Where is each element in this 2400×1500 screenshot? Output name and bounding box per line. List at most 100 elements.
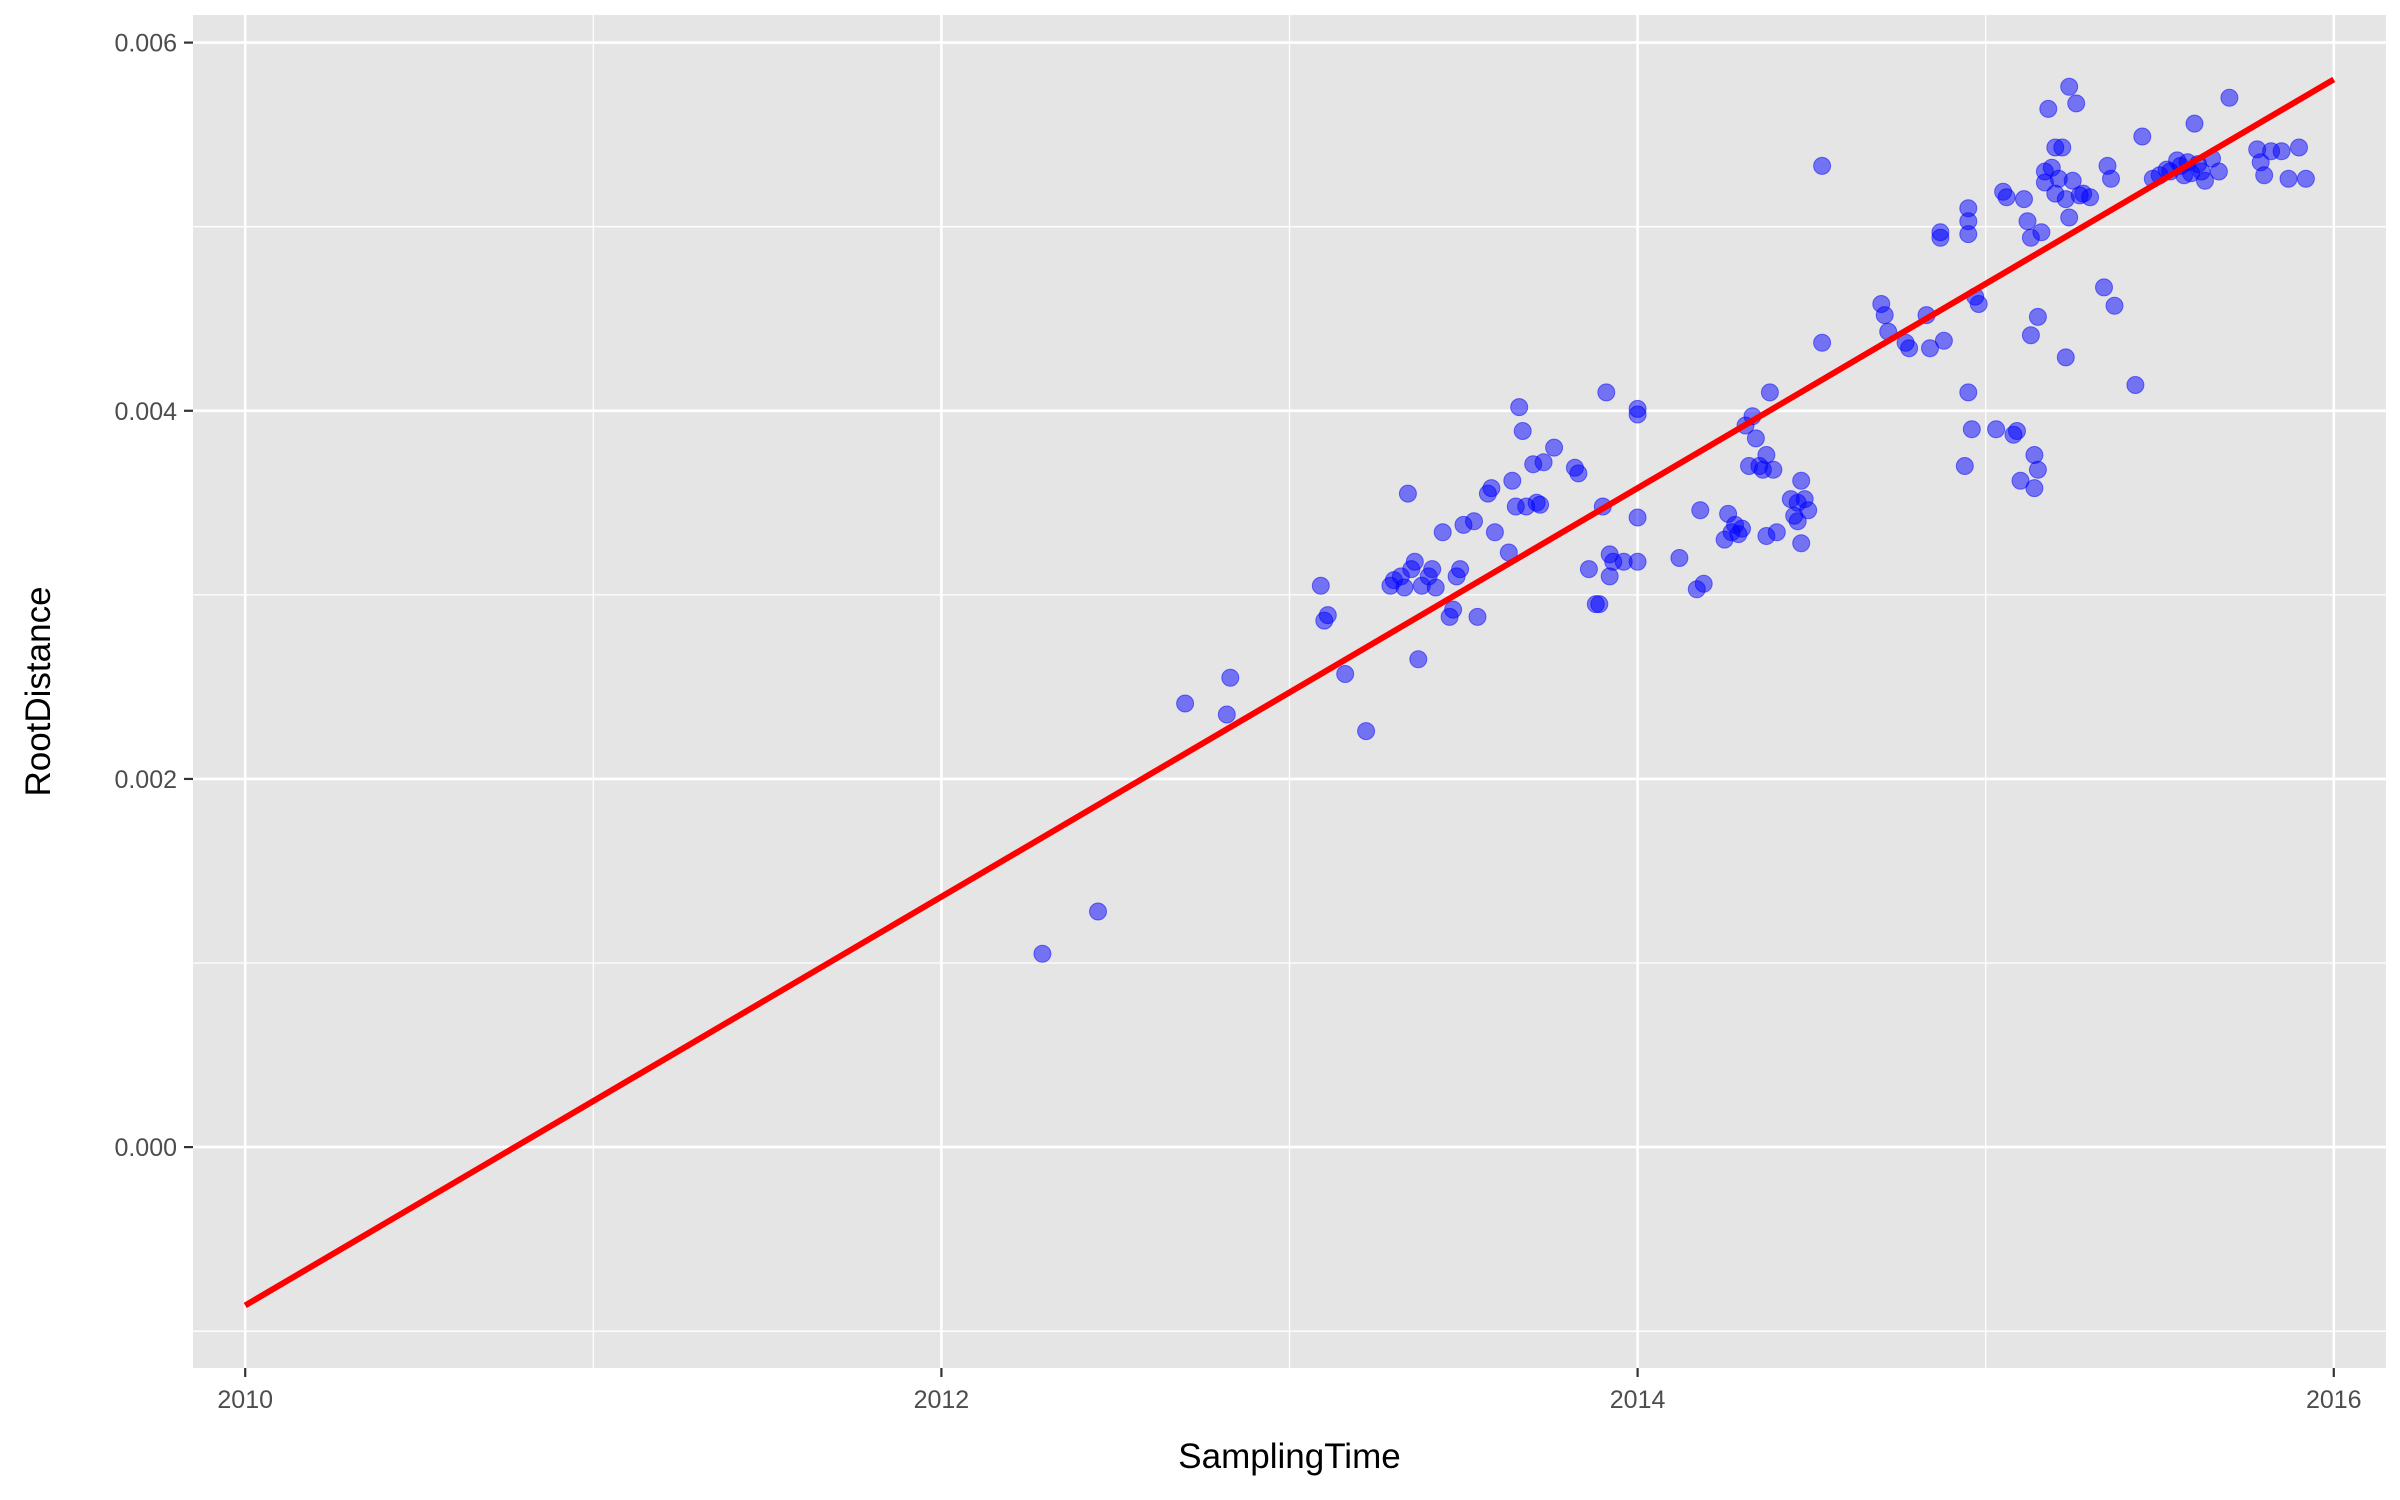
data-point [1792, 534, 1811, 553]
data-point [2008, 422, 2026, 440]
data-point [2028, 460, 2047, 479]
data-point [1221, 668, 1240, 687]
data-point [1217, 705, 1236, 724]
data-point [2185, 114, 2204, 133]
data-point [1628, 508, 1647, 527]
data-point [1513, 422, 1532, 440]
data-point [1799, 501, 1818, 520]
data-point [2025, 446, 2044, 464]
data-point [2063, 171, 2082, 190]
data-point [2133, 127, 2152, 146]
data-point [1033, 944, 1052, 963]
y-axis-ticks: 0.000 0.002 0.004 0.006 [114, 30, 193, 1162]
data-point [1318, 606, 1337, 625]
data-point [2011, 471, 2030, 490]
data-point [2296, 169, 2315, 188]
data-point [1757, 446, 1776, 464]
data-point [2220, 88, 2239, 107]
data-point [2032, 223, 2051, 242]
data-point [2095, 278, 2113, 297]
data-point [1336, 665, 1355, 683]
data-point [1962, 420, 1981, 439]
data-point [1746, 429, 1765, 448]
data-point [2060, 77, 2079, 96]
x-tick-label: 2014 [1610, 1386, 1666, 1414]
data-point [1531, 495, 1550, 514]
data-point [1089, 902, 1107, 921]
x-tick-label: 2012 [914, 1386, 970, 1414]
data-point [1694, 574, 1713, 593]
data-point [1409, 650, 1428, 669]
data-point [1545, 438, 1564, 457]
data-point [2102, 169, 2120, 188]
data-point [1423, 560, 1442, 579]
data-point [2126, 376, 2145, 394]
data-point [1628, 552, 1647, 571]
x-axis-title: SamplingTime [1178, 1437, 1400, 1476]
data-point [1451, 560, 1470, 579]
data-point [1579, 560, 1598, 579]
data-point [1426, 578, 1445, 597]
data-point [1764, 460, 1783, 479]
data-point [1875, 306, 1894, 325]
data-point [1485, 523, 1504, 542]
data-point [1767, 523, 1786, 542]
data-point [1987, 420, 2006, 439]
data-point [1395, 578, 1414, 597]
data-point [2067, 94, 2086, 113]
data-point [1597, 383, 1616, 402]
data-point [1955, 457, 1974, 475]
data-point [1921, 339, 1939, 358]
data-point [1433, 523, 1452, 542]
data-point [1628, 405, 1647, 424]
y-axis-title: RootDistance [19, 586, 58, 796]
data-point [1398, 484, 1417, 503]
data-point [1600, 567, 1619, 586]
data-point [1959, 225, 1978, 244]
data-point [1691, 501, 1710, 520]
data-point [1468, 607, 1487, 626]
data-point [1931, 228, 1950, 247]
data-point [1813, 156, 1832, 175]
data-point [1465, 512, 1483, 531]
data-point [2209, 162, 2228, 181]
data-point [1760, 383, 1779, 402]
data-point [1959, 383, 1978, 402]
data-point [1733, 519, 1751, 538]
data-point [2028, 307, 2047, 326]
x-axis-ticks: 2010 2012 2014 2016 [217, 1368, 2362, 1414]
data-point [1997, 188, 2016, 207]
data-point [1792, 471, 1811, 490]
data-point [1813, 333, 1832, 352]
major-gridlines [193, 15, 2386, 1368]
x-tick-label: 2016 [2306, 1386, 2362, 1414]
y-tick-label: 0.002 [114, 766, 177, 794]
data-point [1311, 576, 1330, 595]
data-point [2105, 296, 2124, 315]
data-point [1482, 479, 1501, 498]
data-point [1405, 552, 1424, 571]
data-point [1176, 694, 1195, 713]
data-point [2196, 171, 2214, 190]
data-point [2290, 138, 2308, 157]
data-point [2081, 188, 2100, 207]
data-point [1444, 600, 1463, 619]
data-point [1969, 295, 1988, 313]
data-point [2279, 169, 2298, 188]
y-tick-label: 0.004 [114, 398, 177, 426]
data-point [2015, 190, 2033, 209]
data-point [2018, 212, 2037, 231]
data-point [2053, 138, 2072, 157]
data-point [1510, 398, 1529, 417]
trend-line [243, 76, 2336, 1308]
data-point [1534, 453, 1553, 472]
x-tick-label: 2010 [217, 1386, 273, 1414]
data-point [1788, 512, 1807, 531]
data-point [1900, 339, 1919, 358]
y-tick-label: 0.000 [114, 1134, 177, 1162]
data-points [1033, 77, 2315, 963]
data-point [2056, 348, 2075, 367]
data-point [2021, 326, 2040, 345]
data-point [2039, 99, 2058, 118]
